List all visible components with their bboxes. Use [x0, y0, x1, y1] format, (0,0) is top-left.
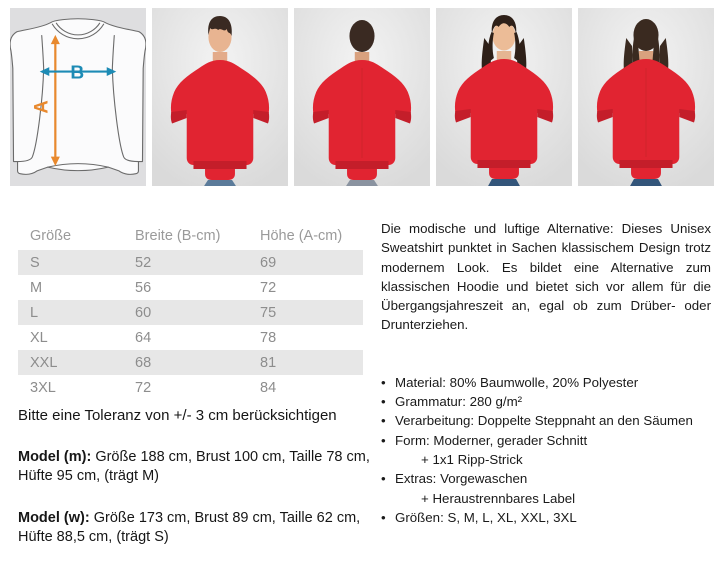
svg-text:A: A: [30, 100, 51, 114]
svg-text:B: B: [70, 62, 84, 83]
